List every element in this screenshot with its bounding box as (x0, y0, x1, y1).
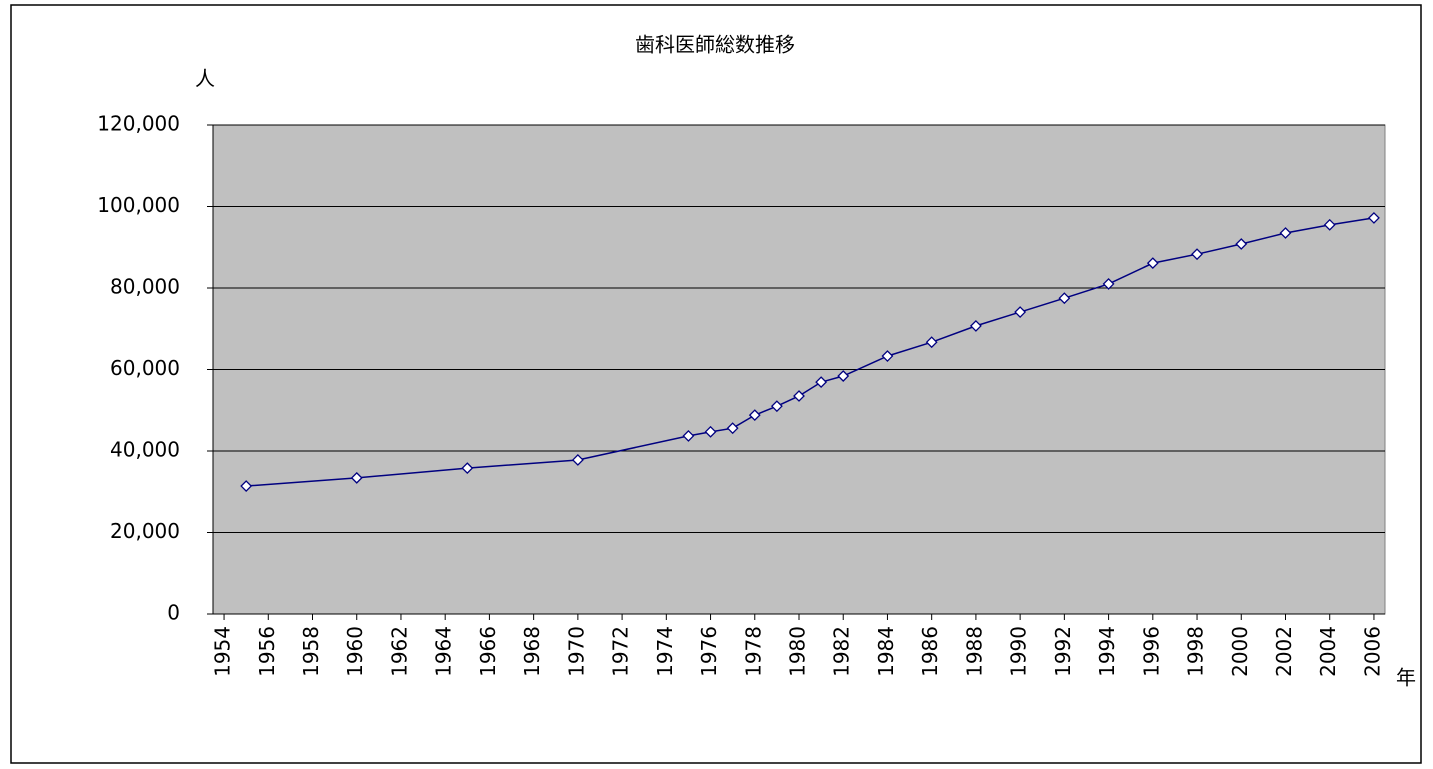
x-tick-label: 1976 (697, 626, 721, 677)
data-marker (1058, 292, 1071, 305)
x-tick-label: 1992 (1051, 626, 1075, 677)
x-tick-label: 1994 (1095, 626, 1119, 677)
data-marker (704, 425, 717, 438)
x-tick-label: 1968 (520, 626, 544, 677)
y-tick-label: 20,000 (110, 519, 180, 543)
x-tick-label: 1954 (211, 626, 235, 677)
x-tick-label: 1982 (830, 626, 854, 677)
x-tick-label: 1988 (962, 626, 986, 677)
data-marker (1014, 306, 1027, 318)
y-tick-label: 60,000 (110, 356, 180, 380)
y-tick-label: 80,000 (110, 275, 180, 299)
data-marker (748, 409, 761, 422)
x-axis-label: 年 (1396, 666, 1416, 690)
data-marker (1235, 238, 1248, 250)
data-marker (461, 462, 474, 475)
x-tick-label: 2002 (1272, 626, 1296, 677)
x-tick-label: 1958 (299, 626, 323, 677)
x-tick-label: 2006 (1360, 626, 1384, 677)
y-tick-label: 0 (167, 601, 180, 625)
x-tick-label: 1964 (432, 626, 456, 677)
x-tick-label: 1984 (874, 626, 898, 677)
data-marker (1146, 257, 1159, 270)
data-marker (1323, 218, 1336, 231)
data-marker (682, 430, 695, 442)
x-tick-label: 1978 (741, 626, 765, 677)
x-tick-label: 2000 (1228, 626, 1252, 677)
x-tick-label: 1972 (609, 626, 633, 677)
y-tick-label: 40,000 (110, 438, 180, 462)
data-line (246, 217, 1375, 487)
y-axis-label: 人 (195, 67, 215, 91)
x-tick-label: 2004 (1316, 626, 1340, 677)
data-marker (1279, 227, 1292, 239)
chart-title: 歯科医師総数推移 (635, 33, 795, 57)
x-tick-label: 1966 (476, 626, 500, 677)
data-marker (837, 370, 850, 382)
x-tick-label: 1996 (1139, 626, 1163, 677)
data-marker (1102, 278, 1115, 290)
x-tick-label: 1990 (1007, 626, 1031, 677)
data-marker (815, 376, 828, 389)
data-marker (571, 454, 584, 466)
y-tick-label: 120,000 (97, 112, 180, 136)
x-tick-label: 1960 (343, 626, 367, 677)
x-tick-label: 1980 (786, 626, 810, 677)
data-marker (881, 350, 894, 362)
data-marker (770, 400, 783, 413)
y-tick-label: 100,000 (97, 193, 180, 217)
data-marker (1368, 211, 1380, 224)
data-marker (793, 390, 805, 402)
x-tick-label: 1986 (918, 626, 942, 677)
x-tick-label: 1970 (564, 626, 588, 677)
data-marker (969, 319, 982, 332)
data-marker (925, 336, 938, 349)
data-marker (1191, 248, 1203, 261)
x-tick-label: 1962 (387, 626, 411, 677)
x-tick-label: 1998 (1184, 626, 1208, 677)
data-marker (350, 471, 363, 484)
x-tick-label: 1956 (255, 626, 279, 677)
x-tick-label: 1974 (653, 626, 677, 677)
data-marker (726, 422, 739, 435)
data-marker (240, 480, 253, 492)
